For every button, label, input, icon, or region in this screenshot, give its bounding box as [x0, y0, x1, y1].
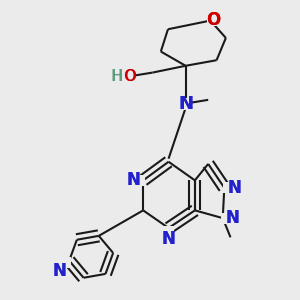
- Text: N: N: [226, 209, 240, 227]
- Text: N: N: [178, 95, 193, 113]
- Text: N: N: [227, 179, 241, 197]
- FancyBboxPatch shape: [123, 72, 135, 83]
- FancyBboxPatch shape: [223, 182, 232, 193]
- Text: O: O: [123, 69, 135, 84]
- Text: N: N: [52, 262, 66, 280]
- Text: N: N: [52, 262, 66, 280]
- FancyBboxPatch shape: [163, 226, 174, 235]
- FancyBboxPatch shape: [180, 98, 191, 110]
- Text: N: N: [127, 171, 141, 189]
- Text: N: N: [127, 171, 141, 189]
- FancyBboxPatch shape: [136, 175, 146, 186]
- Text: N: N: [162, 230, 176, 248]
- FancyBboxPatch shape: [118, 72, 127, 83]
- Text: O: O: [206, 11, 220, 29]
- Text: H: H: [111, 69, 123, 84]
- Text: N: N: [178, 95, 193, 113]
- Text: N: N: [226, 209, 240, 227]
- Text: H: H: [111, 69, 122, 84]
- FancyBboxPatch shape: [207, 14, 219, 26]
- Text: N: N: [162, 230, 176, 248]
- Text: O: O: [206, 11, 220, 29]
- Text: N: N: [227, 179, 241, 197]
- FancyBboxPatch shape: [221, 213, 230, 224]
- Text: O: O: [124, 69, 136, 84]
- FancyBboxPatch shape: [61, 257, 71, 268]
